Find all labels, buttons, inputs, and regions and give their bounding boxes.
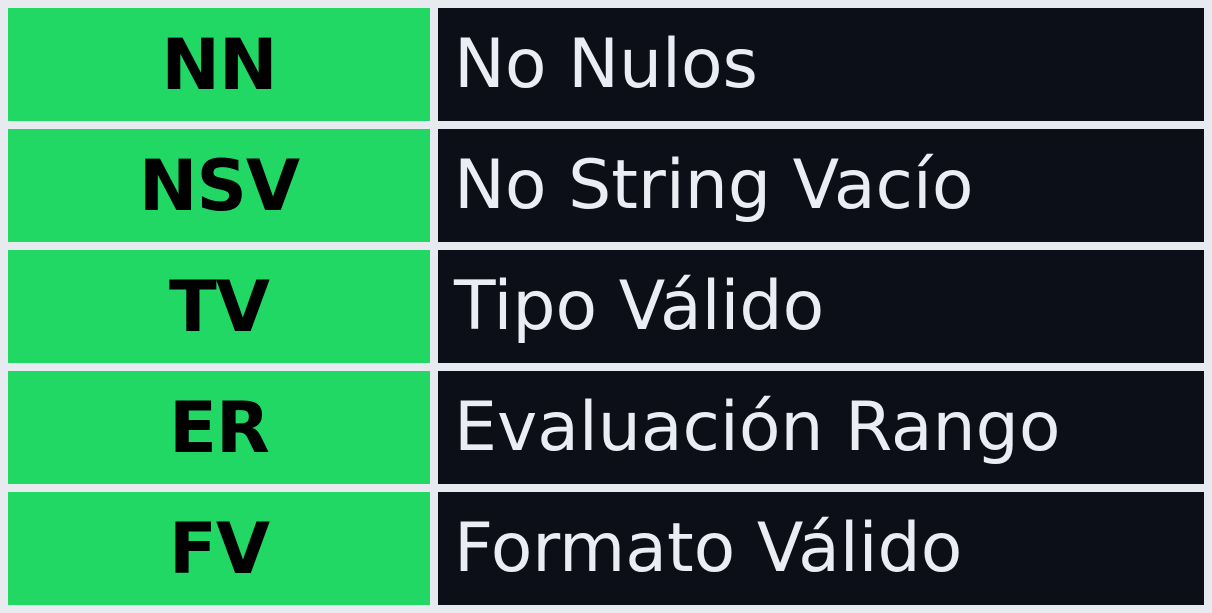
description-cell-er: Evaluación Rango — [438, 371, 1204, 484]
description-cell-nsv: No String Vacío — [438, 129, 1204, 242]
abbreviation-cell-nsv: NSV — [8, 129, 430, 242]
description-cell-tv: Tipo Válido — [438, 250, 1204, 363]
abbreviation-legend-table: NN No Nulos NSV No String Vacío TV Tipo … — [8, 8, 1204, 605]
abbreviation-cell-nn: NN — [8, 8, 430, 121]
abbreviation-cell-fv: FV — [8, 492, 430, 605]
description-cell-fv: Formato Válido — [438, 492, 1204, 605]
abbreviation-cell-er: ER — [8, 371, 430, 484]
abbreviation-cell-tv: TV — [8, 250, 430, 363]
description-cell-nn: No Nulos — [438, 8, 1204, 121]
